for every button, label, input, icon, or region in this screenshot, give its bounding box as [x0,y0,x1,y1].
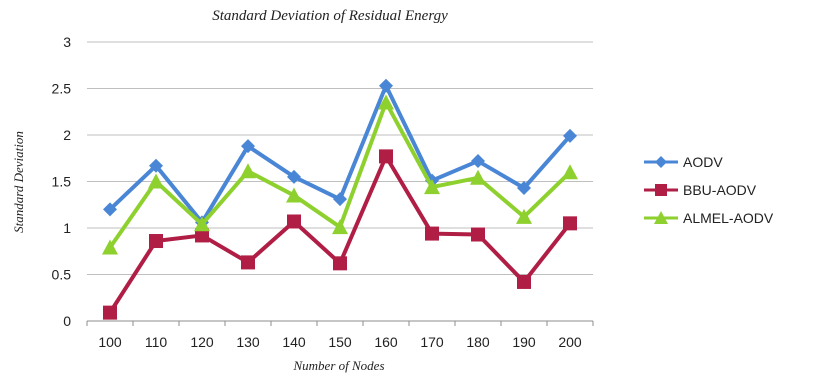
legend: AODV BBU-AODV ALMEL-AODV [644,154,774,226]
data-point [379,149,393,163]
x-tick-label: 200 [558,334,582,350]
data-point [563,216,577,230]
y-tick-label: 1 [63,220,71,236]
legend-label: ALMEL-AODV [683,210,774,226]
x-axis-label: Number of Nodes [293,358,385,373]
series-group [102,79,578,320]
y-tick-label: 2 [63,127,71,143]
y-tick-label: 0.5 [52,267,72,283]
legend-marker [655,184,667,196]
data-point [425,227,439,241]
x-tick-label: 180 [466,334,490,350]
y-tick-label: 2.5 [52,81,72,97]
y-tick-label: 1.5 [52,174,72,190]
data-point [517,275,531,289]
data-point [286,187,302,202]
x-tick-label: 150 [328,334,352,350]
data-point [103,306,117,320]
legend-marker [655,156,667,168]
y-axis-label: Standard Deviation [11,131,26,233]
data-point [471,228,485,242]
x-tick-label: 130 [236,334,260,350]
chart-title: Standard Deviation of Residual Energy [212,8,448,24]
legend-item: BBU-AODV [644,182,757,198]
x-tick-label: 160 [374,334,398,350]
data-point [379,79,393,93]
y-tick-label: 3 [63,34,71,50]
x-tick-label: 190 [512,334,536,350]
x-tick-label: 100 [98,334,122,350]
x-tick-label: 140 [282,334,306,350]
x-tick-label: 170 [420,334,444,350]
x-tick-label: 110 [145,334,168,350]
y-tick-label: 0 [63,313,71,329]
legend-item: AODV [644,154,723,170]
x-tick-label: 120 [190,334,214,350]
series-aodv [103,79,577,230]
data-point [149,234,163,248]
data-point [333,192,347,206]
series-line [110,156,570,312]
data-point [333,256,347,270]
series-almel-aodv [102,94,578,254]
data-point [287,214,301,228]
legend-label: BBU-AODV [683,182,757,198]
legend-label: AODV [683,154,723,170]
data-point [562,164,578,179]
series-bbu-aodv [103,149,577,319]
data-point [240,163,256,178]
data-point [241,255,255,269]
legend-item: ALMEL-AODV [644,210,774,226]
